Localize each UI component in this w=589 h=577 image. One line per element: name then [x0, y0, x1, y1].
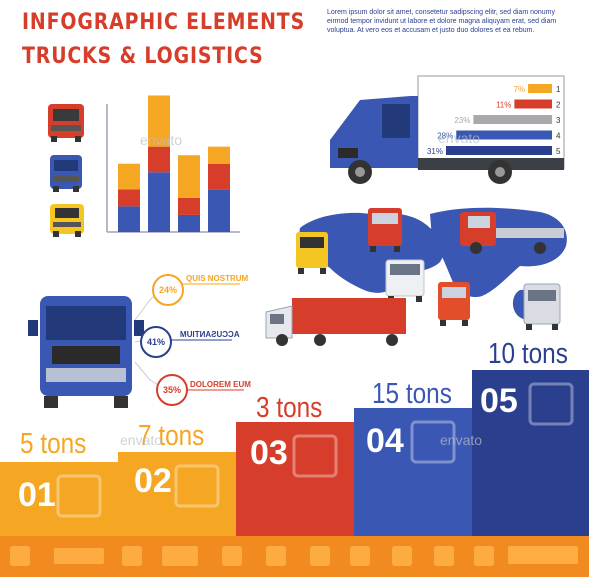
label-quis-nostrum: QUIS NOSTRUM	[186, 274, 249, 283]
step-block	[472, 370, 589, 536]
stacked-bar-chart	[106, 95, 240, 233]
truck-red-front-icon	[368, 208, 402, 252]
stacked-bar-segment	[208, 163, 230, 190]
step-5-number: 05	[480, 382, 518, 420]
label-accusantium: ACCUSANTIUM	[180, 330, 240, 339]
step-block	[236, 422, 355, 536]
pct-circle-quis: 24%	[152, 274, 184, 306]
step-2-tons: 7 tons	[138, 420, 205, 452]
big-blue-truck-icon	[28, 296, 144, 408]
van-bar-index-label: 2	[556, 101, 561, 110]
tonnage-steps	[0, 370, 589, 536]
step-truck-icon	[528, 382, 574, 426]
step-1-number: 01	[18, 476, 56, 514]
step-3-tons: 3 tons	[256, 392, 323, 424]
truck-front-blue-icon	[50, 155, 82, 192]
stacked-bar-segment	[148, 146, 170, 173]
step-block	[354, 408, 473, 536]
stacked-bar-segment	[178, 214, 200, 232]
watermark-1: envato	[140, 132, 183, 148]
step-truck-icon	[56, 474, 102, 518]
truck-front-red-icon	[48, 104, 84, 142]
donut-connectors	[134, 283, 244, 391]
truck-orange-icon	[438, 282, 470, 326]
stacked-bar-segment	[148, 172, 170, 232]
step-1-tons: 5 tons	[20, 428, 87, 460]
bottom-icon-strip	[0, 536, 589, 577]
van-bar-pct-label: 31%	[427, 147, 443, 156]
van-bar	[514, 99, 552, 109]
stacked-bar-segment	[178, 155, 200, 198]
watermark-4: envato	[440, 432, 483, 448]
pct-circle-dolorem: 35%	[156, 374, 188, 406]
truck-grey-icon	[523, 283, 561, 330]
watermark-3: envato	[120, 432, 163, 448]
pct-circle-accusantium: 41%	[140, 326, 172, 358]
van-bar-pct-label: 28%	[437, 132, 453, 141]
stacked-bar-segment	[208, 146, 230, 164]
step-block	[118, 452, 237, 536]
van-bar-pct-label: 7%	[514, 85, 526, 94]
step-truck-icon	[174, 464, 220, 508]
stacked-bar-segment	[118, 189, 140, 207]
van-bar-index-label: 3	[556, 116, 561, 125]
delivery-van: 7% 1 11% 2 23% 3 28% 4 31% 5	[330, 75, 565, 184]
step-block	[0, 462, 119, 536]
title-line-1: INFOGRAPHIC ELEMENTS	[22, 10, 306, 35]
step-2-number: 02	[134, 462, 172, 500]
step-truck-icon	[410, 420, 456, 464]
stacked-bar-segment	[118, 163, 140, 190]
truck-yellow-icon	[296, 232, 328, 274]
van-bar-index-label: 4	[556, 132, 561, 141]
van-bar-index-label: 1	[556, 85, 561, 94]
step-truck-icon	[292, 434, 338, 478]
van-bar	[446, 146, 552, 155]
van-bar-index-label: 5	[556, 147, 561, 156]
label-dolorem-eum: DOLOREM EUM	[190, 380, 251, 389]
truck-front-yellow-icon	[50, 204, 84, 237]
step-4-tons: 15 tons	[372, 378, 452, 410]
watermark-2: envato	[438, 130, 481, 146]
step-5-tons: 10 tons	[488, 338, 568, 370]
title-line-2: TRUCKS & LOGISTICS	[22, 44, 264, 69]
description-text: Lorem ipsum dolor sit amet, consetetur s…	[327, 9, 557, 34]
stacked-bar-segment	[178, 197, 200, 215]
semi-truck-red-trailer-icon	[265, 298, 406, 346]
stacked-bar-segment	[208, 189, 230, 232]
truck-flatbed-icon	[460, 212, 564, 254]
stacked-bar-segment	[148, 95, 170, 147]
stacked-bar-segment	[118, 206, 140, 232]
van-bar-pct-label: 23%	[454, 116, 470, 125]
van-bar	[528, 84, 552, 93]
truck-white-icon	[385, 259, 425, 302]
step-3-number: 03	[250, 434, 288, 472]
van-bar	[456, 130, 552, 140]
van-bar	[473, 115, 552, 124]
van-bar-pct-label: 11%	[496, 101, 511, 110]
step-4-number: 04	[366, 422, 404, 460]
